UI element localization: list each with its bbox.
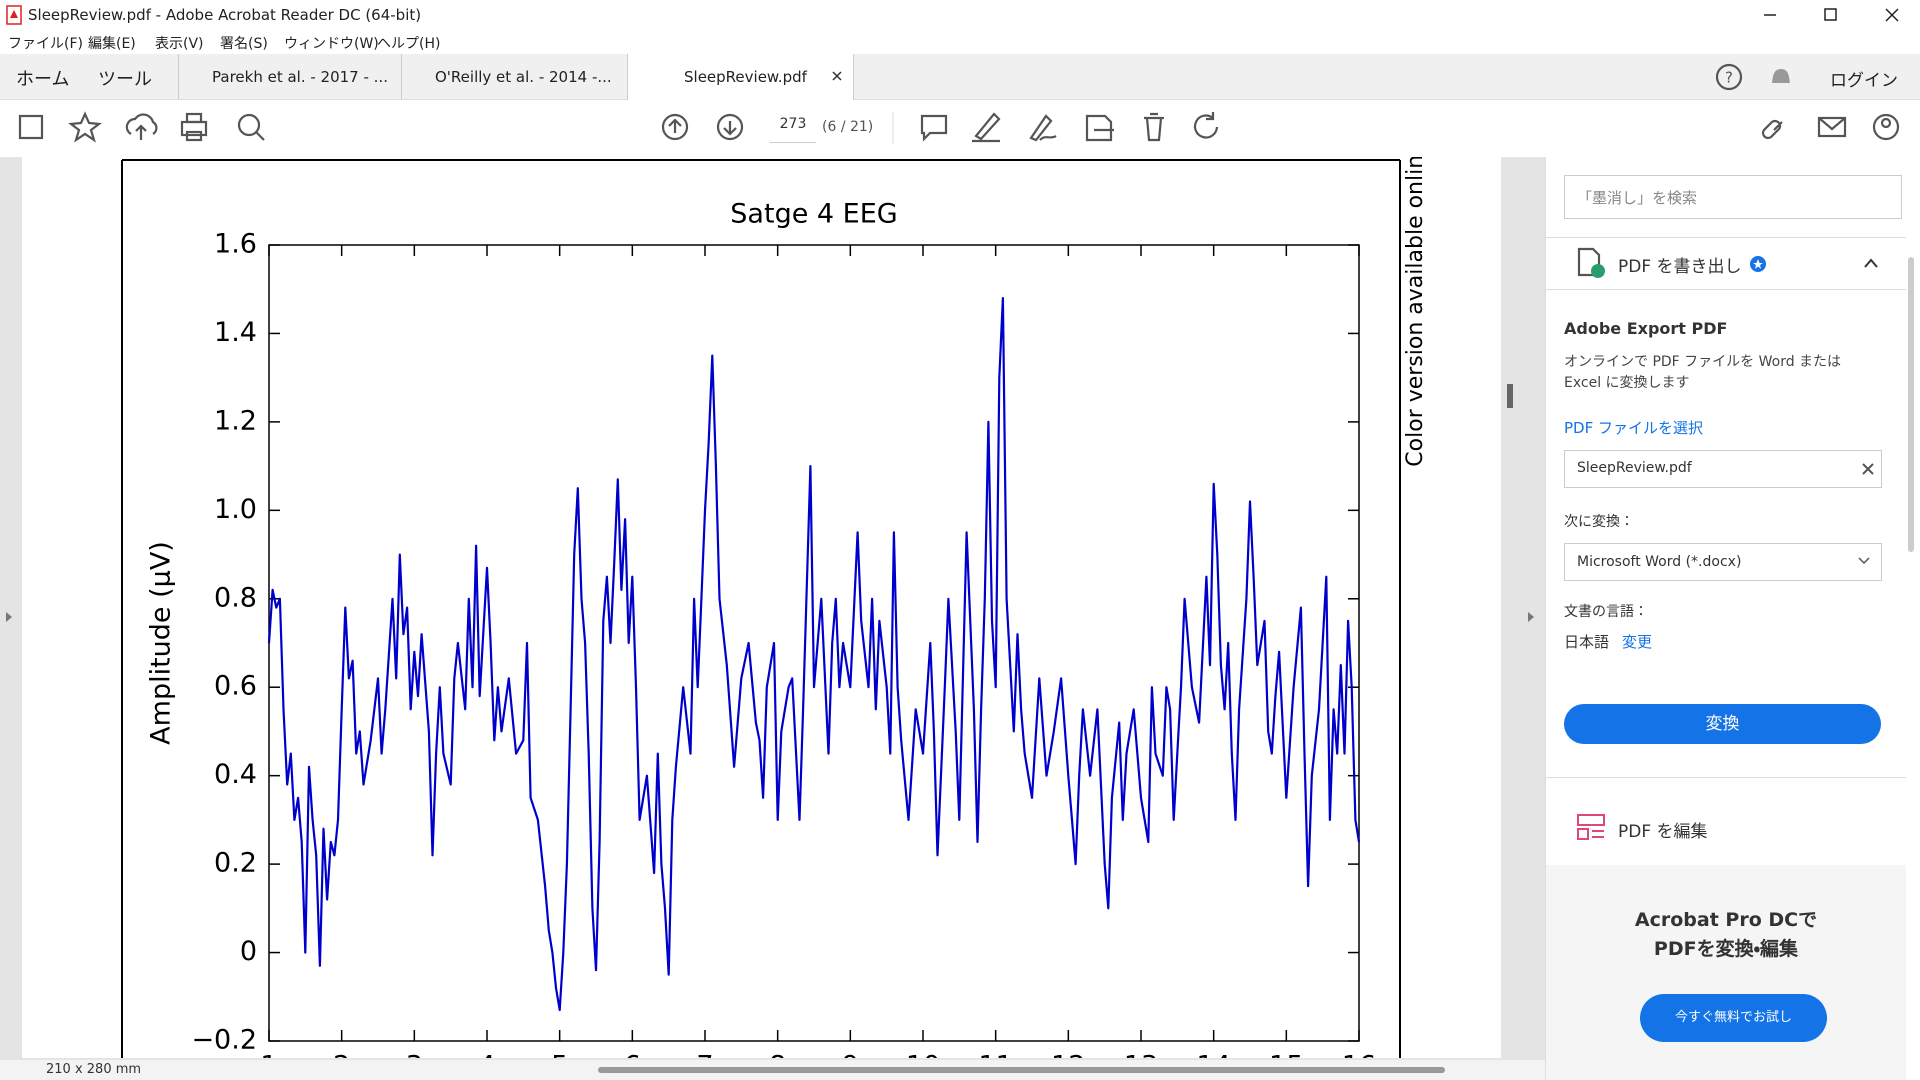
tab-bar: ホーム ツール Parekh et al. - 2017 - ... O'Rei… <box>0 54 1920 100</box>
x-tick-label: 10 <box>906 1051 940 1059</box>
file-field[interactable]: SleepReview.pdf <box>1564 450 1882 488</box>
x-tick-label: 4 <box>478 1051 495 1059</box>
menu-item[interactable]: ウィンドウ(W) <box>284 36 379 52</box>
promo-line: PDFを変換・編集 <box>1653 938 1799 960</box>
page-size: 210 x 280 mm <box>46 1062 142 1077</box>
edit-icon <box>1577 814 1605 840</box>
x-tick-label: 14 <box>1196 1051 1230 1059</box>
y-axis-label: Amplitude (μV) <box>146 541 177 745</box>
y-tick-label: 0.8 <box>214 582 257 613</box>
title-bar: SleepReview.pdf - Adobe Acrobat Reader D… <box>0 0 1920 30</box>
document-tab[interactable]: Parekh et al. - 2017 - ... <box>178 54 402 99</box>
menu-item[interactable]: 編集(E) <box>88 36 136 52</box>
menu-bar: ファイル(F) 編集(E) 表示(V) 署名(S) ウィンドウ(W) ヘルプ(H… <box>0 30 1920 54</box>
convert-button[interactable]: 変換 <box>1564 704 1881 744</box>
window-title: SleepReview.pdf - Adobe Acrobat Reader D… <box>28 6 422 24</box>
x-tick-label: 11 <box>978 1051 1012 1059</box>
search-placeholder: 「墨消し」を検索 <box>1577 189 1698 207</box>
login-button[interactable]: ログイン <box>1830 71 1898 91</box>
toolbar: 273 (6 / 21) <box>0 100 1920 158</box>
x-tick-label: 3 <box>406 1051 423 1059</box>
x-tick-label: 13 <box>1124 1051 1158 1059</box>
y-tick-label: 1.0 <box>214 494 257 525</box>
format-value: Microsoft Word (*.docx) <box>1577 554 1742 570</box>
y-tick-label: −0.2 <box>191 1025 257 1056</box>
side-note: Color version available online <box>1403 157 1428 467</box>
x-tick-label: 6 <box>624 1051 641 1059</box>
x-tick-label: 1 <box>260 1051 277 1059</box>
select-file-link[interactable]: PDF ファイルを選択 <box>1564 419 1703 437</box>
y-tick-label: 0.4 <box>214 759 257 790</box>
convert-to-label: 次に変換： <box>1564 514 1634 530</box>
premium-badge <box>1750 256 1766 272</box>
divider <box>1546 777 1906 778</box>
promo-panel: Acrobat Pro DCで PDFを変換・編集 今すぐ無料でお試し <box>1546 865 1906 1080</box>
document-tab[interactable]: O'Reilly et al. - 2014 -... <box>401 54 628 99</box>
x-tick-label: 5 <box>551 1051 568 1059</box>
pane-scrollbar[interactable] <box>1908 257 1914 552</box>
home-tab[interactable]: ホーム <box>16 69 70 90</box>
document-tab-active[interactable]: SleepReview.pdf <box>627 54 854 100</box>
y-tick-label: 1.6 <box>214 229 257 260</box>
page-number-input[interactable]: 273 <box>770 116 816 143</box>
collapse-chevron[interactable] <box>1863 257 1879 269</box>
app-icon <box>6 5 22 25</box>
tab-label: Parekh et al. - 2017 - ... <box>212 68 388 86</box>
language-change[interactable]: 変更 <box>1622 633 1653 651</box>
tab-close[interactable] <box>831 70 843 82</box>
menu-item[interactable]: 署名(S) <box>220 36 268 52</box>
right-pane: 「墨消し」を検索 PDF を書き出し Adobe Export PDF オンライ… <box>1545 157 1920 1080</box>
status-bar: 210 x 280 mm <box>0 1060 1545 1080</box>
toolbar-icons[interactable] <box>0 100 1920 157</box>
y-tick-label: 0.6 <box>214 671 257 702</box>
y-tick-label: 1.2 <box>214 405 257 436</box>
promo-line: Acrobat Pro DCで <box>1634 909 1818 931</box>
help-bell-icons[interactable]: ? <box>1715 63 1795 91</box>
divider <box>1546 237 1906 238</box>
page-splitter[interactable] <box>1507 384 1513 408</box>
x-tick-label: 8 <box>769 1051 786 1059</box>
language-label: 文書の言語： <box>1564 604 1648 620</box>
y-tick-label: 0.2 <box>214 848 257 879</box>
menu-item[interactable]: ファイル(F) <box>8 36 83 52</box>
dropdown-chevron <box>1858 557 1870 565</box>
clear-file[interactable] <box>1861 462 1875 476</box>
divider <box>1546 289 1906 290</box>
x-tick-label: 2 <box>333 1051 350 1059</box>
page-count: (6 / 21) <box>822 119 874 135</box>
menu-item[interactable]: ヘルプ(H) <box>377 36 441 52</box>
search-box[interactable]: 「墨消し」を検索 <box>1564 175 1902 219</box>
file-name: SleepReview.pdf <box>1577 460 1692 476</box>
x-tick-label: 15 <box>1269 1051 1303 1059</box>
right-pane-toggle[interactable] <box>1526 610 1536 624</box>
menu-item[interactable]: 表示(V) <box>155 36 204 52</box>
svg-text:?: ? <box>1725 69 1733 87</box>
language-value: 日本語 <box>1564 633 1610 651</box>
tools-tab[interactable]: ツール <box>98 69 152 90</box>
format-dropdown[interactable]: Microsoft Word (*.docx) <box>1564 543 1882 581</box>
window-controls[interactable] <box>1750 0 1920 30</box>
trial-button[interactable]: 今すぐ無料でお試し <box>1640 994 1827 1042</box>
export-title[interactable]: PDF を書き出し <box>1618 257 1742 277</box>
eeg-line <box>267 297 1361 1012</box>
x-tick-label: 16 <box>1342 1051 1376 1059</box>
export-description: オンラインで PDF ファイルを Word または Excel に変換します <box>1564 354 1842 391</box>
left-pane-toggle[interactable] <box>4 610 14 624</box>
export-icon <box>1577 247 1605 278</box>
tab-label: SleepReview.pdf <box>684 68 807 86</box>
edit-title[interactable]: PDF を編集 <box>1618 822 1708 842</box>
tab-label: O'Reilly et al. - 2014 -... <box>435 68 612 86</box>
y-tick-label: 1.4 <box>214 317 257 348</box>
horizontal-scrollbar[interactable] <box>598 1067 1445 1073</box>
export-heading: Adobe Export PDF <box>1564 319 1728 338</box>
x-tick-label: 7 <box>696 1051 713 1059</box>
x-tick-label: 12 <box>1051 1051 1085 1059</box>
y-tick-label: 0 <box>240 936 257 967</box>
x-tick-label: 9 <box>842 1051 859 1059</box>
chart-title: Satge 4 EEG <box>730 199 897 230</box>
pdf-page: Color version available online Satge 4 EE… <box>22 157 1501 1058</box>
